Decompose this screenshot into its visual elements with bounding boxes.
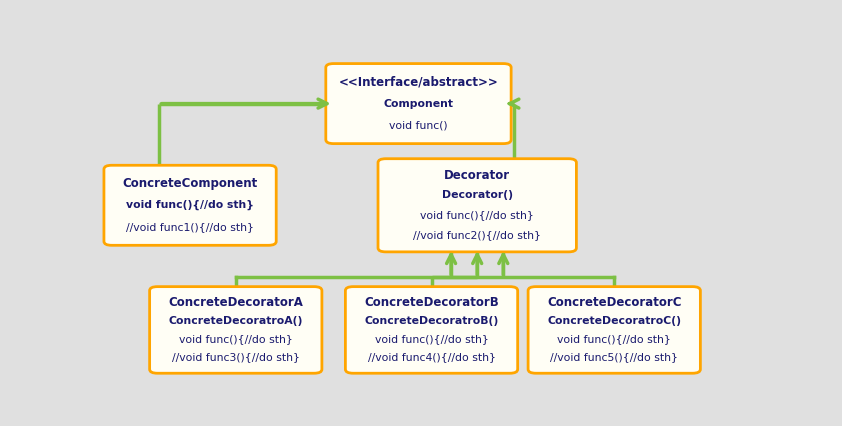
- Text: ConcreteDecoratroA(): ConcreteDecoratroA(): [168, 316, 303, 326]
- Text: ConcreteDecoratorC: ConcreteDecoratorC: [547, 296, 681, 309]
- Text: Decorator: Decorator: [444, 169, 510, 182]
- Text: void func(){//do sth}: void func(){//do sth}: [179, 334, 293, 344]
- Text: Decorator(): Decorator(): [442, 190, 513, 200]
- Text: <<Interface/abstract>>: <<Interface/abstract>>: [338, 75, 498, 88]
- Text: ConcreteDecoratorA: ConcreteDecoratorA: [168, 296, 303, 309]
- Text: void func(){//do sth}: void func(){//do sth}: [126, 200, 254, 210]
- FancyBboxPatch shape: [378, 159, 577, 252]
- Text: //void func1(){//do sth}: //void func1(){//do sth}: [126, 222, 254, 232]
- Text: ConcreteDecoratorB: ConcreteDecoratorB: [364, 296, 499, 309]
- Text: //void func5(){//do sth}: //void func5(){//do sth}: [551, 352, 678, 363]
- Text: //void func3(){//do sth}: //void func3(){//do sth}: [172, 352, 300, 363]
- FancyBboxPatch shape: [150, 287, 322, 373]
- Text: void func(): void func(): [389, 121, 448, 130]
- FancyBboxPatch shape: [326, 63, 511, 144]
- Text: ConcreteComponent: ConcreteComponent: [122, 177, 258, 190]
- Text: Component: Component: [383, 98, 454, 109]
- Text: ConcreteDecoratroC(): ConcreteDecoratroC(): [547, 316, 681, 326]
- Text: void func(){//do sth}: void func(){//do sth}: [420, 210, 534, 220]
- Text: //void func2(){//do sth}: //void func2(){//do sth}: [413, 230, 541, 240]
- Text: //void func4(){//do sth}: //void func4(){//do sth}: [368, 352, 495, 363]
- Text: void func(){//do sth}: void func(){//do sth}: [557, 334, 671, 344]
- Text: ConcreteDecoratroB(): ConcreteDecoratroB(): [365, 316, 498, 326]
- FancyBboxPatch shape: [528, 287, 701, 373]
- Text: void func(){//do sth}: void func(){//do sth}: [375, 334, 488, 344]
- FancyBboxPatch shape: [345, 287, 518, 373]
- FancyBboxPatch shape: [104, 165, 276, 245]
